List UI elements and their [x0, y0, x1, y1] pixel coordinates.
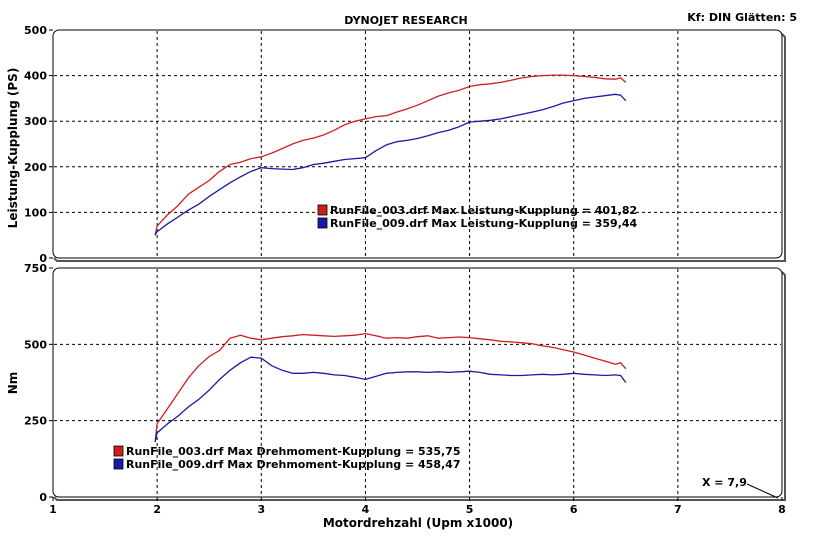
torque-legend-entry: RunFile_009.drf Max Drehmoment-Kupplung …	[126, 458, 460, 471]
power-y-tick-label: 300	[24, 115, 47, 128]
chart-title: DYNOJET RESEARCH	[344, 14, 467, 27]
torque-y-tick-label: 500	[24, 338, 47, 351]
power-legend-swatch	[317, 204, 328, 216]
x-tick-label: 6	[570, 503, 578, 516]
power-legend-entry: RunFile_009.drf Max Leistung-Kupplung = …	[330, 217, 638, 230]
x-tick-label: 2	[153, 503, 161, 516]
torque-panel-shadow	[53, 271, 786, 501]
power-y-tick-label: 0	[39, 252, 47, 265]
x-tick-label: 8	[778, 503, 786, 516]
x-axis-label: Motordrehzahl (Upm x1000)	[323, 516, 513, 530]
torque-panel-frame	[52, 267, 783, 498]
cursor-readout: X = 7,9	[702, 476, 747, 489]
power-legend-swatch	[317, 217, 328, 229]
power-y-tick-label: 400	[24, 70, 47, 83]
power-series-runfile-009	[154, 93, 627, 236]
torque-series-runfile-003	[154, 332, 627, 443]
torque-panel: 0 250 500 750 1 2 3 4 5 6 7 8 RunFile_003.drf Max Dr…	[24, 262, 786, 516]
torque-legend-entry: RunFile_003.drf Max Drehmoment-Kupplung …	[126, 445, 460, 458]
power-panel-shadow	[53, 33, 786, 262]
torque-legend-swatch	[113, 445, 124, 457]
x-tick-label: 3	[257, 503, 265, 516]
power-legend-entry: RunFile_003.drf Max Leistung-Kupplung = …	[330, 204, 637, 217]
power-y-tick-label: 200	[24, 161, 47, 174]
torque-y-tick-label: 750	[24, 262, 47, 275]
torque-legend-swatch	[113, 458, 124, 470]
x-tick-label: 7	[674, 503, 682, 516]
power-y-tick-label: 500	[24, 24, 47, 37]
x-tick-label: 1	[49, 503, 57, 516]
cursor-pointer-line	[746, 483, 779, 499]
header-info: Kf: DIN Glätten: 5	[687, 11, 797, 24]
power-panel-frame	[52, 29, 783, 259]
torque-series-runfile-009	[154, 356, 627, 443]
x-tick-label: 5	[466, 503, 474, 516]
power-series-runfile-003	[154, 74, 627, 236]
power-y-tick-label: 100	[24, 206, 47, 219]
power-panel: 0 100 200 300 400 500 RunFile_003.drf Max Leis…	[24, 24, 786, 265]
power-y-axis-label: Leistung-Kupplung (PS)	[6, 68, 20, 229]
torque-y-tick-label: 250	[24, 415, 47, 428]
x-tick-label: 4	[362, 503, 370, 516]
torque-y-axis-label: Nm	[6, 372, 20, 395]
torque-y-tick-label: 0	[39, 491, 47, 504]
